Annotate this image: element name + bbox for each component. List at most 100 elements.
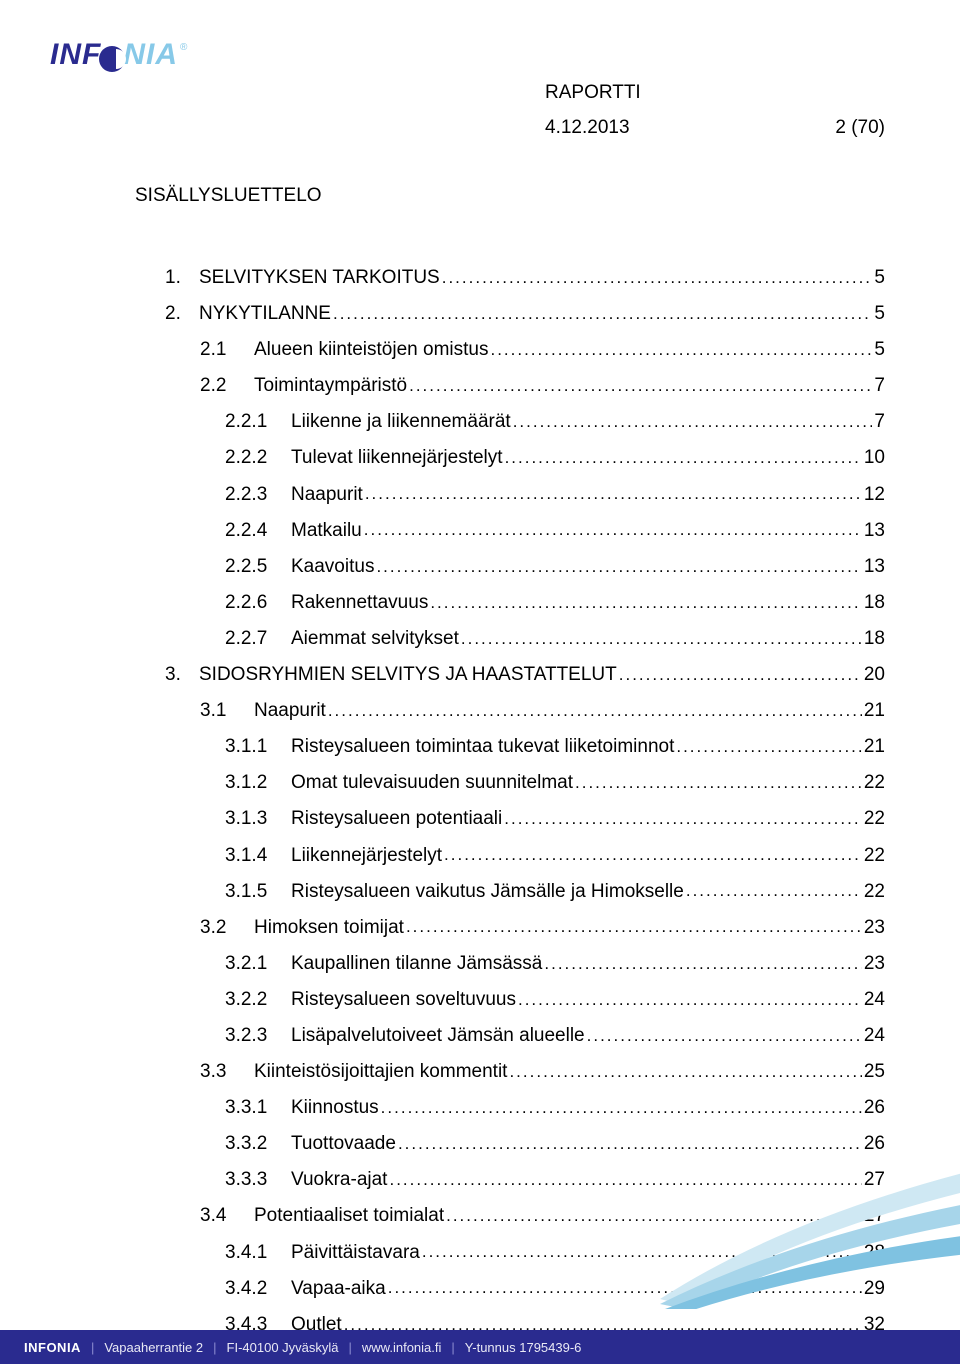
toc-number: 2.2.4 <box>225 513 287 549</box>
toc-row: 3.3.2Tuottovaade 26 <box>135 1126 885 1162</box>
toc-number: 2. <box>165 296 195 332</box>
footer-city: FI-40100 Jyväskylä <box>227 1340 339 1355</box>
toc-page: 23 <box>864 946 885 982</box>
toc-number: 3.2 <box>200 910 250 946</box>
toc-leader-dots <box>444 838 862 874</box>
toc-page: 12 <box>864 477 885 513</box>
toc-leader-dots <box>333 296 872 332</box>
toc-number: 2.2.6 <box>225 585 287 621</box>
toc-number: 2.2.5 <box>225 549 287 585</box>
toc-number: 3.2.1 <box>225 946 287 982</box>
toc-row: 2.1Alueen kiinteistöjen omistus5 <box>135 332 885 368</box>
toc-number: 3.3.3 <box>225 1162 287 1198</box>
toc-label: Kaupallinen tilanne Jämsässä <box>287 946 542 982</box>
toc-row: 3.3.1Kiinnostus26 <box>135 1090 885 1126</box>
toc-number: 2.2.1 <box>225 404 287 440</box>
toc-page: 13 <box>864 513 885 549</box>
toc-leader-dots <box>376 549 861 585</box>
toc-row: 3.1.4Liikennejärjestelyt22 <box>135 838 885 874</box>
toc-leader-dots <box>365 477 862 513</box>
toc-label: Risteysalueen soveltuvuus <box>287 982 516 1018</box>
toc-page: 5 <box>874 296 885 332</box>
toc-number: 2.2 <box>200 368 250 404</box>
toc-number: 1. <box>165 260 195 296</box>
toc-page: 22 <box>864 801 885 837</box>
toc-label: Liikennejärjestelyt <box>287 838 442 874</box>
toc-label: Kaavoitus <box>287 549 374 585</box>
doc-header: RAPORTTI 4.12.2013 2 (70) <box>545 75 885 145</box>
toc-label: Liikenne ja liikennemäärät <box>287 404 511 440</box>
toc-row: 3.4.2Vapaa-aika29 <box>135 1271 885 1307</box>
toc-leader-dots <box>409 368 872 404</box>
toc-leader-dots <box>490 332 872 368</box>
toc-number: 3.3.2 <box>225 1126 287 1162</box>
toc-label: SELVITYKSEN TARKOITUS <box>195 260 440 296</box>
table-of-contents: 1.SELVITYKSEN TARKOITUS52.NYKYTILANNE52.… <box>135 260 885 1343</box>
toc-leader-dots <box>388 1271 862 1307</box>
toc-row: 1.SELVITYKSEN TARKOITUS 5 <box>135 260 885 296</box>
toc-leader-dots <box>430 585 862 621</box>
toc-leader-dots <box>544 946 861 982</box>
toc-number: 2.1 <box>200 332 250 368</box>
toc-page: 26 <box>864 1126 885 1162</box>
footer-sep-icon: | <box>349 1340 352 1355</box>
toc-row: 2.2.6Rakennettavuus18 <box>135 585 885 621</box>
toc-leader-dots <box>619 657 862 693</box>
toc-page: 20 <box>864 657 885 693</box>
toc-number: 2.2.2 <box>225 440 287 476</box>
toc-page: 22 <box>864 838 885 874</box>
logo-right: NIA <box>123 38 178 72</box>
toc-number: 3. <box>165 657 195 693</box>
toc-row: 3.1.2Omat tulevaisuuden suunnitelmat22 <box>135 765 885 801</box>
toc-page: 7 <box>874 404 885 440</box>
toc-row: 3.2.2Risteysalueen soveltuvuus24 <box>135 982 885 1018</box>
toc-row: 2.2.3Naapurit12 <box>135 477 885 513</box>
toc-page: 29 <box>864 1271 885 1307</box>
toc-page: 13 <box>864 549 885 585</box>
toc-row: 3.1Naapurit21 <box>135 693 885 729</box>
toc-row: 3.4.1Päivittäistavara28 <box>135 1235 885 1271</box>
toc-label: Naapurit <box>287 477 363 513</box>
toc-page: 5 <box>874 332 885 368</box>
toc-page: 24 <box>864 1018 885 1054</box>
toc-leader-dots <box>686 874 862 910</box>
toc-label: Himoksen toimijat <box>250 910 404 946</box>
toc-label: Risteysalueen toimintaa tukevat liiketoi… <box>287 729 674 765</box>
toc-page: 10 <box>864 440 885 476</box>
toc-label: Lisäpalvelutoiveet Jämsän alueelle <box>287 1018 585 1054</box>
logo-left: INF <box>50 38 101 72</box>
toc-row: 3.1.1Risteysalueen toimintaa tukevat lii… <box>135 729 885 765</box>
toc-label: Matkailu <box>287 513 362 549</box>
toc-page: 23 <box>864 910 885 946</box>
toc-number: 3.1 <box>200 693 250 729</box>
toc-page: 24 <box>864 982 885 1018</box>
toc-number: 3.4.2 <box>225 1271 287 1307</box>
toc-label: Tuottovaade <box>287 1126 396 1162</box>
toc-row: 3.1.5Risteysalueen vaikutus Jämsälle ja … <box>135 874 885 910</box>
toc-page: 7 <box>874 368 885 404</box>
toc-label: Kiinnostus <box>287 1090 379 1126</box>
toc-number: 3.1.3 <box>225 801 287 837</box>
footer-brand: INFONIA <box>24 1340 81 1355</box>
toc-leader-dots <box>398 1126 862 1162</box>
toc-label: Aiemmat selvitykset <box>287 621 459 657</box>
toc-row: 3.SIDOSRYHMIEN SELVITYS JA HAASTATTELUT2… <box>135 657 885 693</box>
toc-leader-dots <box>676 729 862 765</box>
toc-number: 3.4.1 <box>225 1235 287 1271</box>
logo-registered-icon: ® <box>180 42 187 53</box>
toc-page: 21 <box>864 729 885 765</box>
doc-date: 4.12.2013 <box>545 110 630 145</box>
toc-page: 5 <box>874 260 885 296</box>
toc-page: 25 <box>864 1054 885 1090</box>
toc-row: 3.3Kiinteistösijoittajien kommentit25 <box>135 1054 885 1090</box>
toc-leader-dots <box>587 1018 862 1054</box>
toc-row: 3.2.3Lisäpalvelutoiveet Jämsän alueelle2… <box>135 1018 885 1054</box>
footer-address: Vapaaherrantie 2 <box>104 1340 203 1355</box>
footer-vat: Y-tunnus 1795439-6 <box>465 1340 582 1355</box>
toc-number: 3.3 <box>200 1054 250 1090</box>
toc-row: 2.2.1Liikenne ja liikennemäärät 7 <box>135 404 885 440</box>
doc-title: RAPORTTI <box>545 75 885 110</box>
toc-label: Potentiaaliset toimialat <box>250 1198 444 1234</box>
toc-page: 26 <box>864 1090 885 1126</box>
toc-leader-dots <box>518 982 862 1018</box>
